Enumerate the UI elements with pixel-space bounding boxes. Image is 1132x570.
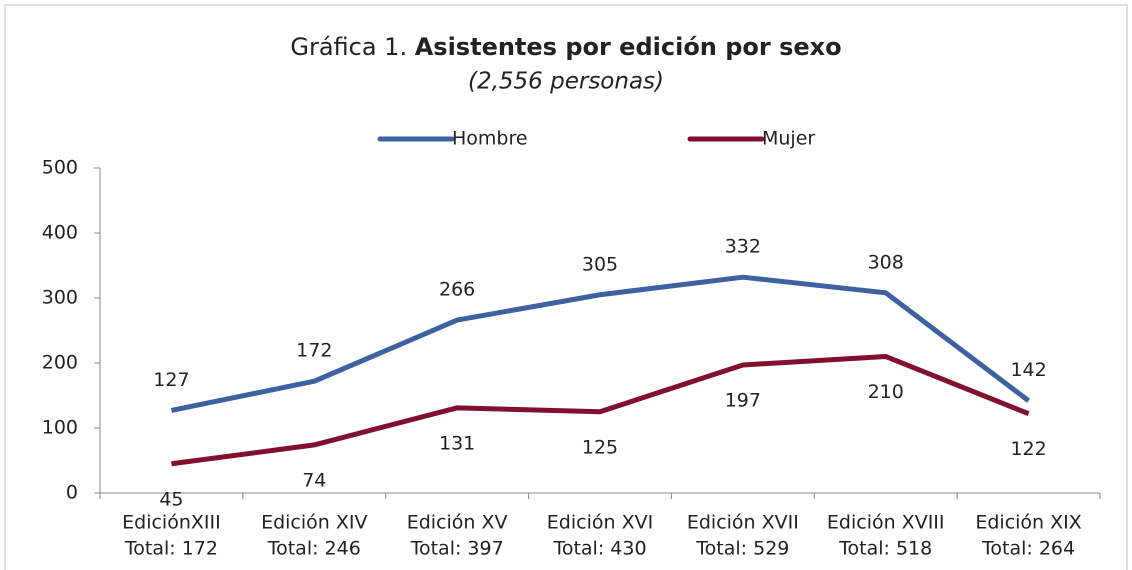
- x-tick-label: EdiciónXIII: [122, 512, 221, 534]
- data-label: 210: [868, 381, 904, 403]
- data-label: 172: [296, 340, 332, 362]
- y-tick-label: 300: [42, 287, 78, 309]
- legend-label: Hombre: [452, 128, 528, 150]
- y-tick-label: 100: [42, 417, 78, 439]
- x-tick-label: Edición XIV: [261, 512, 367, 534]
- x-tick-label: Total: 397: [410, 538, 504, 560]
- x-tick-label: Edición XIX: [975, 512, 1081, 534]
- x-tick-label: Edición XV: [407, 512, 508, 534]
- data-label: 125: [582, 436, 618, 458]
- data-label: 127: [153, 369, 189, 391]
- x-tick-label: Total: 518: [838, 538, 932, 560]
- y-tick-label: 400: [42, 222, 78, 244]
- frame: [4, 4, 1128, 570]
- title-main: Asistentes por edición por sexo: [415, 33, 842, 61]
- y-tick-label: 0: [66, 482, 78, 504]
- x-tick-label: Total: 246: [267, 538, 361, 560]
- x-tick-label: Total: 430: [552, 538, 646, 560]
- data-label: 74: [302, 469, 326, 491]
- chart-subtitle: (2,556 personas): [468, 69, 664, 95]
- x-tick-label: Edición XVII: [687, 512, 799, 534]
- y-tick-label: 500: [42, 157, 78, 179]
- title-prefix: Gráfica 1.: [290, 33, 407, 61]
- x-tick-label: Edición XVIII: [827, 512, 945, 534]
- data-label: 142: [1010, 359, 1046, 381]
- data-label: 122: [1010, 438, 1046, 460]
- x-tick-label: Total: 264: [981, 538, 1075, 560]
- y-tick-label: 200: [42, 352, 78, 374]
- data-label: 308: [868, 251, 904, 273]
- data-label: 197: [725, 389, 761, 411]
- series-line: [170, 274, 1031, 413]
- data-label: 131: [439, 432, 475, 454]
- data-label: 45: [159, 488, 183, 510]
- x-tick-label: Total: 529: [695, 538, 789, 560]
- x-tick-label: Total: 172: [124, 538, 218, 560]
- data-label: 266: [439, 279, 475, 301]
- legend-label: Mujer: [762, 128, 815, 150]
- series-line: [171, 354, 1030, 467]
- chart-title: Gráfica 1. Asistentes por edición por se…: [290, 33, 841, 61]
- data-label: 332: [725, 236, 761, 258]
- data-label: 305: [582, 253, 618, 275]
- x-tick-label: Edición XVI: [547, 512, 653, 534]
